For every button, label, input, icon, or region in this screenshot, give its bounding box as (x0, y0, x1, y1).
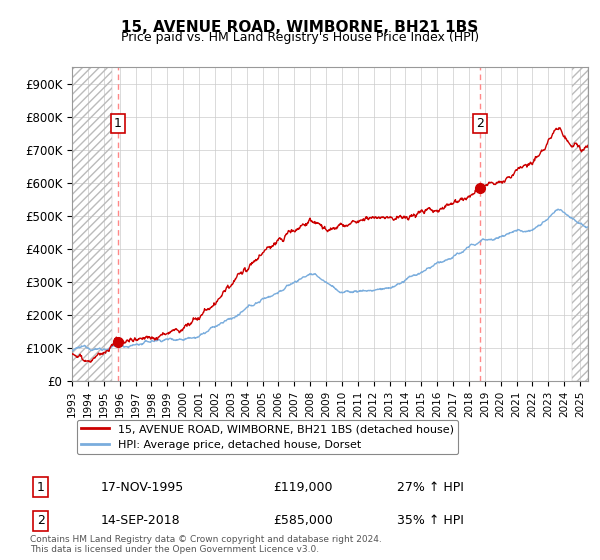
Text: £585,000: £585,000 (273, 514, 333, 528)
Text: 2: 2 (476, 117, 484, 130)
Text: 15, AVENUE ROAD, WIMBORNE, BH21 1BS: 15, AVENUE ROAD, WIMBORNE, BH21 1BS (121, 20, 479, 35)
Text: 1: 1 (114, 117, 122, 130)
Text: 14-SEP-2018: 14-SEP-2018 (100, 514, 180, 528)
Text: 2: 2 (37, 514, 45, 528)
Text: 27% ↑ HPI: 27% ↑ HPI (397, 480, 464, 494)
Text: £119,000: £119,000 (273, 480, 332, 494)
Text: 35% ↑ HPI: 35% ↑ HPI (397, 514, 464, 528)
Text: 1: 1 (37, 480, 45, 494)
Bar (72, 67, 112, 381)
Text: 17-NOV-1995: 17-NOV-1995 (100, 480, 184, 494)
Bar (572, 67, 588, 381)
Text: Contains HM Land Registry data © Crown copyright and database right 2024.
This d: Contains HM Land Registry data © Crown c… (30, 535, 382, 554)
Text: Price paid vs. HM Land Registry's House Price Index (HPI): Price paid vs. HM Land Registry's House … (121, 31, 479, 44)
Legend: 15, AVENUE ROAD, WIMBORNE, BH21 1BS (detached house), HPI: Average price, detach: 15, AVENUE ROAD, WIMBORNE, BH21 1BS (det… (77, 419, 458, 454)
